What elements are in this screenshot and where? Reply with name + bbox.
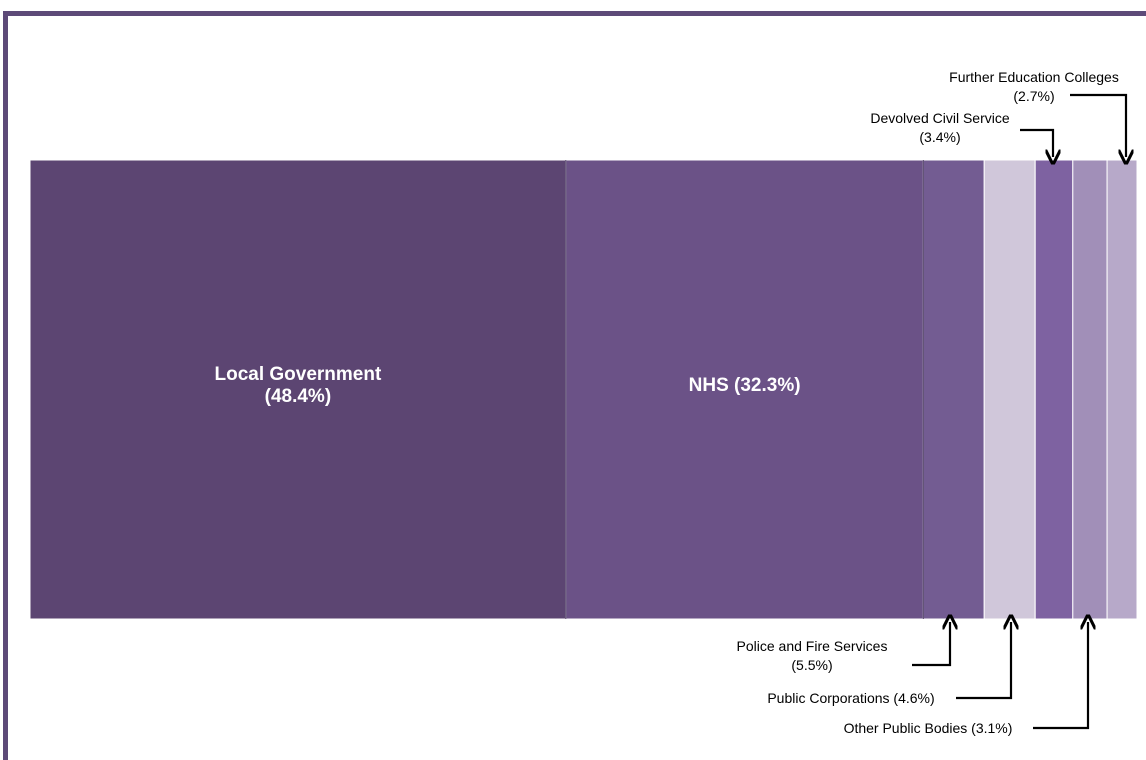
label-devolved-civil-service-line-1: Devolved Civil Service bbox=[870, 110, 1009, 126]
bar-segment-police-and-fire-services bbox=[922, 159, 985, 620]
label-local-government-line-1: Local Government bbox=[214, 364, 381, 385]
callout-arrow-devolved-civil-service bbox=[1020, 128, 1053, 157]
label-other-public-bodies-line-1: Other Public Bodies (3.1%) bbox=[844, 720, 1013, 736]
label-further-education-colleges-line-1: Further Education Colleges bbox=[949, 69, 1119, 85]
frame-border-left bbox=[3, 11, 8, 760]
bar-segment-local-government bbox=[29, 159, 567, 620]
callout-arrow-further-education-colleges bbox=[1070, 93, 1126, 157]
label-local-government-line-2: (48.4%) bbox=[265, 386, 332, 407]
label-police-and-fire-services-line-2: (5.5%) bbox=[791, 657, 832, 673]
frame-border-top bbox=[3, 11, 1146, 16]
bar-segments bbox=[29, 159, 1138, 620]
bar-segment-other-public-bodies bbox=[1072, 159, 1108, 620]
bar-segment-public-corporations bbox=[983, 159, 1036, 620]
callout-arrow-public-corporations bbox=[956, 622, 1011, 700]
label-further-education-colleges-line-2: (2.7%) bbox=[1013, 88, 1054, 104]
callout-arrow-other-public-bodies bbox=[1033, 622, 1088, 730]
bar-segment-nhs bbox=[565, 159, 924, 620]
bar-segment-devolved-civil-service bbox=[1034, 159, 1074, 620]
callout-arrow-police-and-fire-services bbox=[912, 622, 950, 667]
label-nhs-line-1: NHS (32.3%) bbox=[689, 375, 801, 396]
label-devolved-civil-service-line-2: (3.4%) bbox=[919, 129, 960, 145]
label-public-corporations-line-1: Public Corporations (4.6%) bbox=[767, 690, 934, 706]
bar-segment-further-education-colleges bbox=[1106, 159, 1138, 620]
segment-labels: Local Government(48.4%) NHS (32.3%) Police… bbox=[214, 69, 1126, 736]
label-police-and-fire-services-line-1: Police and Fire Services bbox=[737, 638, 888, 654]
